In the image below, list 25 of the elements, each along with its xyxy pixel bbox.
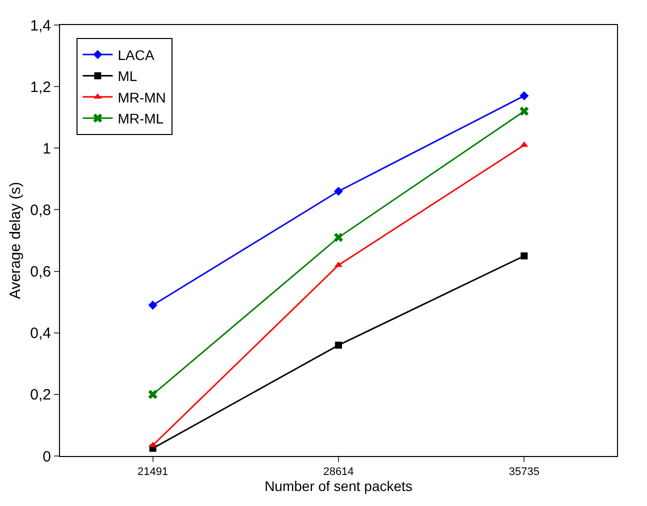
y-tick-label: 0,4 bbox=[30, 325, 51, 342]
legend-label: ML bbox=[118, 68, 138, 84]
x-tick-label: 21491 bbox=[138, 466, 168, 478]
point bbox=[335, 342, 342, 349]
point bbox=[148, 390, 158, 399]
y-tick-label: 1 bbox=[42, 140, 51, 158]
y-tick-label: 0,8 bbox=[30, 202, 51, 219]
point bbox=[334, 186, 344, 196]
point bbox=[520, 252, 528, 260]
y-tick-label: 1,4 bbox=[30, 17, 51, 34]
legend-label: LACA bbox=[118, 46, 155, 63]
y-tick-label: 0,6 bbox=[30, 264, 51, 281]
x-axis-title: Number of sent packets bbox=[264, 478, 412, 494]
y-tick-label: 0,2 bbox=[30, 386, 51, 404]
y-tick-label: 1,2 bbox=[30, 78, 51, 96]
legend-label: MR-ML bbox=[118, 110, 164, 127]
y-tick-label: 0 bbox=[42, 448, 51, 466]
point bbox=[334, 232, 344, 242]
legend-label: MR-MN bbox=[118, 89, 166, 106]
y-axis-title: Average delay (s) bbox=[7, 182, 24, 300]
point bbox=[148, 300, 158, 310]
x-tick-label: 35735 bbox=[508, 466, 540, 478]
point bbox=[520, 91, 529, 100]
x-tick-label: 28614 bbox=[323, 466, 354, 478]
point bbox=[520, 106, 529, 116]
